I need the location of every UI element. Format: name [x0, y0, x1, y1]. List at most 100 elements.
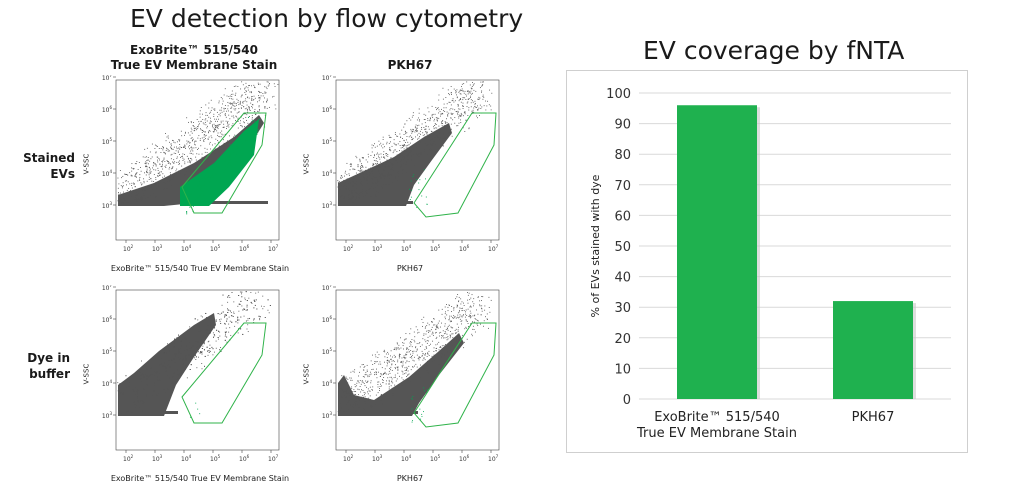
event-dot [457, 110, 459, 112]
event-dot [154, 382, 156, 384]
event-dot [340, 407, 342, 409]
event-dot [209, 122, 211, 124]
event-dot [463, 92, 465, 94]
event-dot [403, 355, 405, 357]
event-dot [161, 160, 163, 162]
event-dot [429, 136, 431, 138]
event-dot [377, 152, 378, 154]
event-dot [190, 152, 192, 154]
event-dot [217, 127, 219, 128]
event-dot [172, 353, 174, 355]
positive-event-dot [236, 154, 238, 156]
positive-event-dot [226, 163, 228, 165]
event-dot [375, 361, 377, 363]
event-dot [395, 368, 396, 370]
event-dot [235, 104, 237, 106]
event-dot [191, 137, 193, 139]
event-dot [379, 386, 381, 387]
event-dot [195, 156, 197, 158]
event-dot [449, 101, 451, 103]
event-dot [358, 399, 360, 401]
event-dot [393, 348, 395, 350]
event-dot [446, 327, 448, 329]
event-dot [408, 365, 410, 367]
event-dot [224, 113, 226, 115]
event-dot [428, 354, 430, 356]
event-dot [474, 331, 476, 333]
event-dot [387, 353, 389, 355]
event-dot [437, 137, 439, 139]
event-dot [424, 119, 426, 120]
event-dot [337, 180, 339, 182]
event-dot [384, 157, 386, 159]
event-dot [442, 113, 444, 115]
event-dot [241, 104, 243, 106]
event-dot [203, 140, 205, 142]
event-dot [472, 84, 474, 86]
event-dot [224, 105, 226, 106]
event-dot [358, 380, 360, 382]
event-dot [194, 144, 196, 146]
event-dot [443, 125, 445, 126]
event-dot [358, 375, 360, 377]
event-dot [162, 176, 164, 178]
positive-event-dot [208, 176, 210, 178]
positive-event-dot [229, 158, 231, 160]
event-dot [400, 136, 402, 138]
event-dot [389, 376, 391, 378]
event-dot [258, 106, 260, 108]
positive-event-dot [416, 206, 418, 208]
event-dot [356, 180, 358, 182]
event-dot [477, 98, 479, 100]
event-dot [183, 146, 185, 148]
event-dot [477, 325, 479, 327]
event-dot [429, 147, 431, 149]
event-dot [393, 150, 395, 152]
event-dot [208, 102, 210, 104]
event-dot [384, 176, 386, 178]
positive-event-dot [230, 153, 232, 155]
event-dot [214, 108, 216, 110]
event-dot [467, 98, 469, 100]
event-dot [236, 116, 237, 118]
event-dot [363, 408, 365, 410]
event-dot [417, 141, 419, 143]
event-dot [481, 106, 483, 108]
event-dot [457, 294, 459, 295]
event-dot [369, 395, 371, 397]
event-dot [252, 99, 254, 101]
event-dot [464, 97, 466, 99]
event-dot [126, 184, 127, 186]
event-dot [461, 316, 463, 318]
event-dot [456, 89, 458, 91]
event-dot [168, 161, 170, 163]
event-dot [348, 392, 350, 394]
event-dot [155, 152, 157, 154]
event-dot [469, 317, 471, 319]
event-dot [459, 309, 460, 311]
event-dot [375, 160, 377, 162]
event-dot [230, 102, 232, 104]
event-dot [463, 305, 465, 306]
event-dot [415, 346, 417, 348]
event-dot [370, 405, 372, 407]
event-dot [354, 394, 355, 396]
event-dot [378, 163, 380, 165]
event-dot [475, 309, 477, 311]
event-dot [202, 345, 204, 347]
event-dot [410, 160, 412, 162]
positive-event-dot [237, 146, 239, 148]
plot-frame [115, 79, 280, 241]
event-dot [145, 163, 147, 165]
event-dot [149, 374, 151, 376]
x-axis-label-exobrite-top: ExoBrite™ 515/540 True EV Membrane Stain [110, 264, 290, 273]
event-dot [471, 335, 473, 337]
event-dot [441, 345, 443, 347]
event-dot [131, 175, 133, 177]
event-dot [432, 113, 434, 115]
event-dot [372, 176, 374, 177]
event-dot [462, 315, 464, 317]
positive-event-dot [234, 155, 236, 157]
event-dot [410, 128, 412, 130]
event-dot [377, 371, 379, 373]
